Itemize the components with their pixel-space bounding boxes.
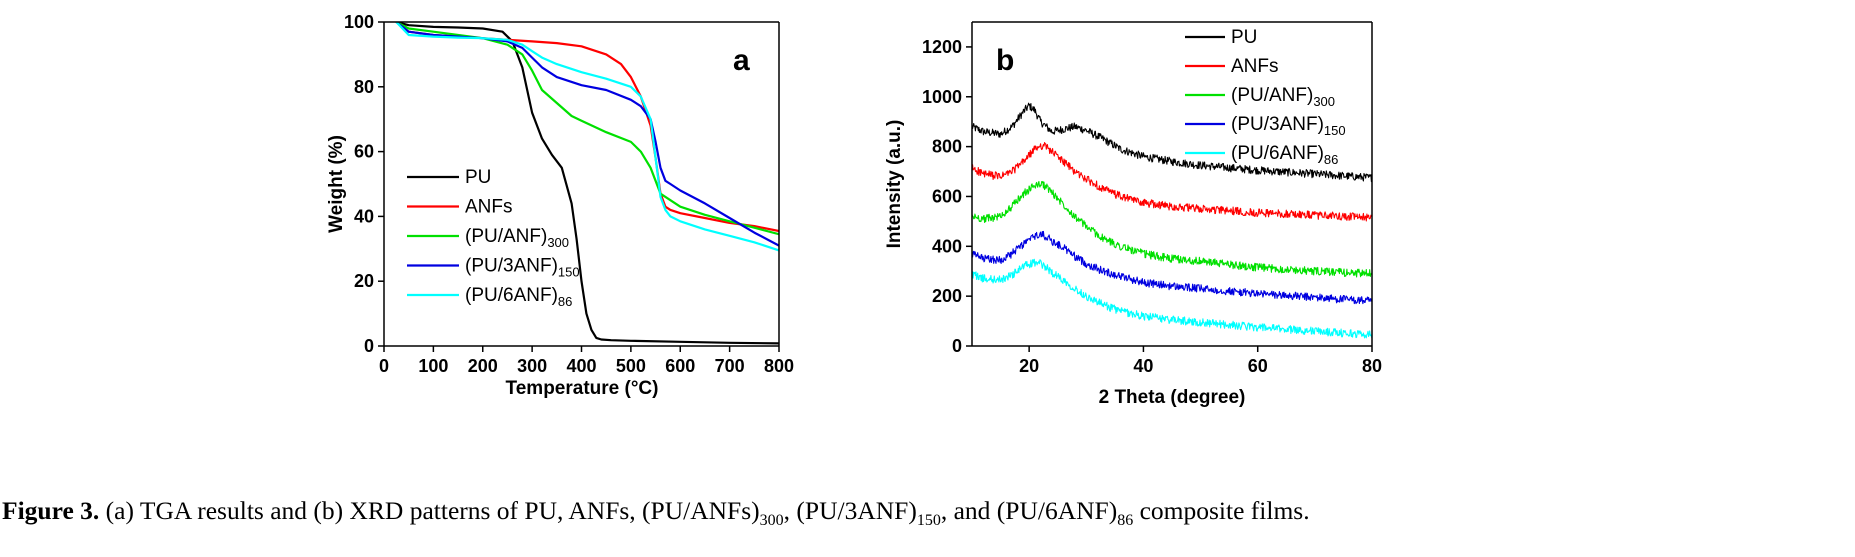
series-line-b-5 (972, 258, 1372, 339)
x-tick-label-a: 400 (566, 356, 596, 376)
legend-name: (PU/ANF) (1231, 85, 1313, 106)
x-axis-title-a: Temperature (°C) (506, 378, 659, 399)
y-tick-label-b: 0 (952, 336, 962, 356)
legend-name: (PU/6ANF) (465, 285, 558, 306)
legend-entry-b: (PU/ANF)300 (1231, 85, 1335, 109)
x-tick-label-a: 0 (379, 356, 389, 376)
panel-letter-b: b (996, 44, 1014, 77)
y-tick-label-a: 0 (364, 336, 374, 356)
y-tick-label-b: 600 (932, 186, 962, 206)
y-tick-label-a: 60 (354, 142, 374, 162)
series-line-a-4 (395, 22, 779, 247)
series-line-a-5 (395, 22, 779, 252)
x-tick-label-a: 600 (665, 356, 695, 376)
legend-name: (PU/ANF) (465, 226, 547, 247)
x-tick-label-a: 500 (616, 356, 646, 376)
legend-entry-b: ANFs (1231, 56, 1279, 77)
x-tick-label-a: 300 (517, 356, 547, 376)
series-line-b-2 (972, 142, 1372, 222)
x-tick-label-b: 80 (1362, 356, 1382, 376)
y-tick-label-b: 1200 (922, 37, 962, 57)
series-line-b-4 (972, 230, 1372, 305)
legend-name-subscript: 86 (558, 294, 572, 309)
legend-name: ANFs (1231, 56, 1279, 77)
figure: 0 100 200 300 400 500 600 700 800020406080100Tem… (326, 12, 1382, 408)
caption-end: composite films. (1133, 496, 1310, 525)
series-line-a-3 (395, 22, 779, 236)
legend-name: (PU/6ANF) (1231, 143, 1324, 164)
legend-entry-a: (PU/3ANF)150 (465, 256, 580, 280)
legend-name-subscript: 86 (1324, 152, 1338, 167)
caption-sub-1: 300 (759, 512, 784, 530)
caption-text: (a) TGA results and (b) XRD patterns of … (105, 496, 760, 525)
y-tick-label-a: 100 (344, 12, 374, 32)
legend-entry-b: PU (1231, 27, 1257, 48)
series-line-b-1 (972, 102, 1372, 183)
caption-sub-2: 150 (916, 512, 941, 530)
caption-label: Figure 3. (2, 496, 100, 525)
x-tick-label-a: 700 (715, 356, 745, 376)
figure-caption: Figure 3. (a) TGA results and (b) XRD pa… (2, 496, 1853, 530)
caption-mid-2: , and (PU/6ANF) (940, 496, 1118, 525)
legend-entry-b: (PU/3ANF)150 (1231, 114, 1346, 138)
x-tick-label-b: 20 (1019, 356, 1039, 376)
y-tick-label-a: 20 (354, 271, 374, 291)
legend-entry-a: (PU/6ANF)86 (465, 285, 572, 309)
x-tick-label-b: 60 (1248, 356, 1268, 376)
y-tick-label-b: 200 (932, 286, 962, 306)
legend-entry-a: PU (465, 167, 491, 188)
legend-name-subscript: 150 (1324, 123, 1346, 138)
legend-name-subscript: 150 (558, 265, 580, 280)
y-tick-label-a: 80 (354, 77, 374, 97)
x-axis-title-b: 2 Theta (degree) (1099, 387, 1246, 408)
x-tick-label-a: 800 (764, 356, 794, 376)
legend-name: (PU/3ANF) (1231, 114, 1324, 135)
y-tick-label-a: 40 (354, 206, 374, 226)
tga-chart-panel-a: 0 100 200 300 400 500 600 700 800 0 20 40 60 80 100 Tem… (326, 12, 794, 399)
series-line-a-2 (395, 22, 779, 233)
x-tick-label-a: 200 (468, 356, 498, 376)
x-tick-label-a: 100 (418, 356, 448, 376)
caption-sub-3: 86 (1117, 512, 1134, 530)
y-axis-title-a: Weight (%) (326, 135, 347, 233)
legend-name-subscript: 300 (1313, 94, 1335, 109)
y-axis-title-b: Intensity (a.u.) (884, 120, 905, 249)
caption-mid-1: , (PU/3ANF) (783, 496, 917, 525)
legend-name: PU (1231, 27, 1257, 48)
y-tick-label-b: 400 (932, 236, 962, 256)
y-tick-label-b: 1000 (922, 87, 962, 107)
panel-letter-a: a (733, 44, 750, 77)
legend-name: PU (465, 167, 491, 188)
series-line-b-3 (972, 180, 1372, 278)
legend-entry-a: (PU/ANF)300 (465, 226, 569, 250)
legend-name: (PU/3ANF) (465, 256, 558, 277)
series-line-a-1 (396, 22, 779, 345)
x-tick-label-b: 40 (1133, 356, 1153, 376)
legend-entry-a: ANFs (465, 197, 513, 218)
y-tick-label-b: 800 (932, 137, 962, 157)
legend-name-subscript: 300 (547, 235, 569, 250)
legend-name: ANFs (465, 197, 513, 218)
legend-entry-b: (PU/6ANF)86 (1231, 143, 1338, 167)
